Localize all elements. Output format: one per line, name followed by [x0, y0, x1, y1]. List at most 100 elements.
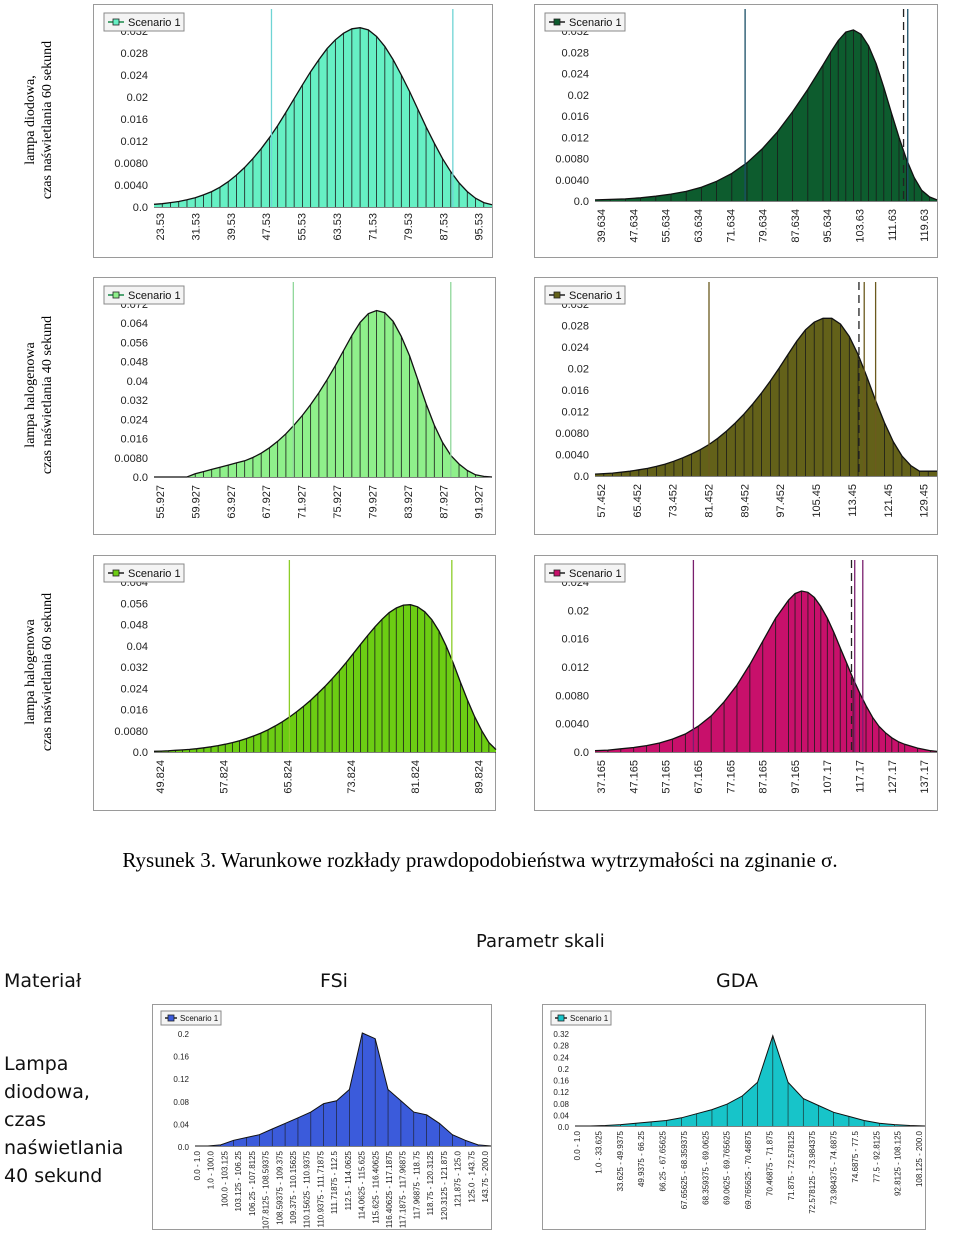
x-tick-label: 89.452: [739, 484, 751, 518]
x-tick-label: 79.927: [367, 485, 379, 519]
distribution-curve: [594, 590, 938, 753]
x-tick-label: 87.53: [438, 213, 450, 241]
legend: Scenario 1: [103, 12, 185, 32]
x-tick-label: 69.0625 - 69.765625: [723, 1130, 732, 1204]
table-row-label-line2: diodowa,: [4, 1081, 90, 1103]
y-tick-label: 0.016: [561, 111, 589, 123]
row-label-3-line2: czas naświetlania 60 sekund: [40, 592, 55, 752]
x-tick-label: 65.452: [632, 484, 644, 518]
legend-swatch-icon: [112, 18, 120, 26]
y-tick-label: 0.04: [553, 1111, 569, 1120]
table-col-gda: GDA: [716, 970, 759, 992]
chart-panel-r1-right: 0.032 0.028 0.024 0.02 0.016 0.012 0.0080 0.004…: [534, 4, 938, 258]
x-tick-label: 59.927: [190, 485, 202, 519]
x-tick-label: 68.359375 - 69.0625: [701, 1130, 710, 1204]
x-tick-label: 81.824: [410, 760, 422, 794]
distribution-curve: [154, 309, 493, 478]
x-tick-label: 108.125 - 200.0: [915, 1130, 924, 1187]
x-tick-label: 1.0 - 100.0: [207, 1150, 216, 1189]
row-label-2-line2: czas naświetlania 40 sekund: [40, 315, 55, 475]
x-tick-label: 103.63: [855, 209, 867, 243]
y-tick-label: 0.0080: [555, 428, 589, 440]
row-label-3-line1: lampa halogenowa: [23, 619, 38, 725]
y-tick-label: 0.0080: [114, 726, 148, 738]
legend: Scenario 1: [550, 1010, 612, 1026]
x-tick-label: 67.927: [261, 485, 273, 519]
table-row-label-line3: czas: [4, 1109, 46, 1131]
x-tick-label: 0.0 - 1.0: [193, 1150, 202, 1180]
y-tick-label: 0.024: [120, 414, 148, 426]
chart-panel-r1-left: 0.032 0.028 0.024 0.02 0.016 0.012 0.0080 0.004…: [93, 4, 493, 258]
y-tick-label: 0.016: [120, 434, 148, 446]
x-tick-label: 63.53: [332, 213, 344, 241]
x-tick-label: 71.634: [725, 209, 737, 243]
y-tick-label: 0.0080: [114, 158, 148, 170]
x-tick-label: 70.46875 - 71.875: [765, 1130, 774, 1195]
y-tick-label: 0.0: [574, 471, 589, 483]
x-tick-label: 77.5 - 92.8125: [872, 1130, 881, 1182]
distribution-area: [154, 27, 492, 208]
legend-label: Scenario 1: [570, 1014, 609, 1023]
x-tick-label: 87.927: [438, 485, 450, 519]
x-tick-label: 37.165: [596, 760, 608, 794]
legend-box: [103, 285, 185, 305]
x-tick-label: 120.3125 - 121.875: [440, 1150, 449, 1220]
distribution-curve: [594, 317, 937, 475]
y-tick-label: 0.016: [120, 705, 148, 717]
y-tick-label: 0.0040: [555, 450, 589, 462]
legend-label: Scenario 1: [128, 290, 181, 302]
y-tick-label: 0.0080: [114, 453, 148, 465]
row-label-1: lampa diodowa, czas naświetlania 60 seku…: [22, 0, 56, 240]
x-tick-label: 117.1875 - 117.96875: [399, 1150, 408, 1228]
x-tick-label: 66.25 - 67.65625: [659, 1130, 668, 1191]
x-tick-label: 55.927: [155, 485, 167, 519]
x-tick-label: 39.634: [596, 209, 608, 243]
x-tick-label: 108.59375 - 109.375: [275, 1150, 284, 1224]
x-tick-label: 47.165: [628, 760, 640, 794]
legend-label: Scenario 1: [128, 568, 181, 580]
legend: Scenario 1: [103, 285, 185, 305]
y-tick-label: 0.0080: [555, 154, 589, 166]
x-tick-label: 97.452: [775, 484, 787, 518]
bar-outline: [195, 1032, 492, 1147]
x-tick-label: 74.6875 - 77.5: [851, 1130, 860, 1182]
legend-swatch-icon: [553, 18, 561, 26]
x-tick-label: 97.165: [790, 760, 802, 794]
legend-swatch-icon: [167, 1014, 175, 1022]
x-tick-label: 33.625 - 49.9375: [616, 1130, 625, 1191]
x-tick-label: 103.125 - 106.25: [234, 1150, 243, 1211]
y-tick-label: 0.0: [574, 196, 589, 208]
y-tick-label: 0.032: [120, 395, 148, 407]
legend-label: Scenario 1: [128, 17, 181, 29]
x-tick-label: 71.875 - 72.578125: [787, 1130, 796, 1200]
chart-panel-r2-left: 0.072 0.064 0.056 0.048 0.04 0.032 0.024 0.016 0…: [93, 277, 496, 535]
chart-r1-right: 0.0320.0280.0240.020.0160.0120.00800.004…: [544, 9, 938, 243]
chart-r2-left: 0.0720.0640.0560.0480.040.0320.0240.0160…: [103, 282, 493, 519]
chart-panel-fsi: 0.2 0.16 0.12 0.08 0.04 0.0 0.0 - 1.0 1.0 - 100…: [152, 1004, 492, 1230]
x-tick-label: 95.53: [474, 213, 486, 241]
x-tick-label: 73.984375 - 74.6875: [830, 1130, 839, 1204]
x-tick-label: 67.165: [693, 760, 705, 794]
x-tick-label: 137.17: [919, 760, 931, 794]
x-tick-label: 100.0 - 103.125: [220, 1150, 229, 1207]
x-tick-label: 92.8125 - 108.125: [894, 1130, 903, 1195]
legend-box: [550, 1010, 612, 1026]
x-tick-label: 110.15625 - 110.9375: [303, 1150, 312, 1228]
figure-caption: Rysunek 3. Warunkowe rozkłady prawdopodo…: [122, 848, 838, 872]
x-tick-label: 89.824: [473, 760, 485, 794]
x-tick-label: 95.634: [822, 209, 834, 243]
x-tick-label: 77.165: [725, 760, 737, 794]
row-label-2: lampa halogenowa czas naświetlania 40 se…: [22, 275, 56, 515]
legend-swatch-icon: [112, 291, 120, 299]
x-tick-label: 49.824: [155, 760, 167, 794]
y-tick-label: 0.02: [127, 92, 148, 104]
legend-box: [544, 563, 626, 583]
chart-panel-r3-left: 0.064 0.056 0.048 0.04 0.032 0.024 0.016 0.0080…: [93, 555, 497, 811]
y-tick-label: 0.08: [173, 1098, 189, 1107]
y-tick-label: 0.016: [561, 385, 589, 397]
y-tick-label: 0.28: [553, 1042, 569, 1051]
y-tick-label: 0.028: [561, 47, 589, 59]
y-tick-label: 0.0: [558, 1123, 570, 1132]
y-tick-label: 0.024: [561, 342, 589, 354]
y-tick-label: 0.0: [133, 747, 148, 759]
